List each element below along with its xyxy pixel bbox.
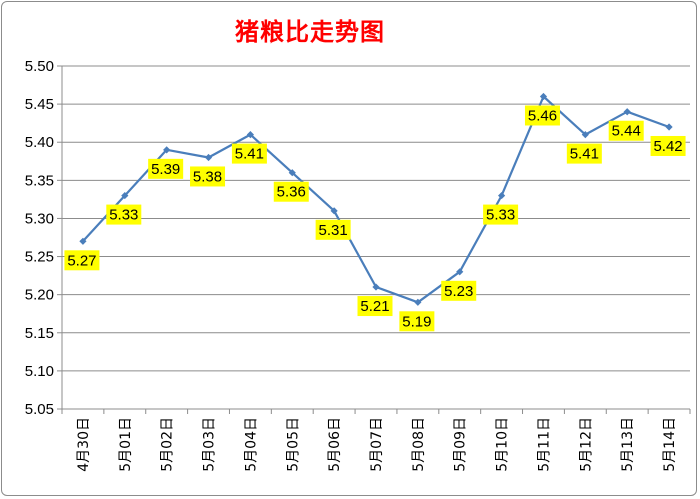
- data-label: 5.33: [109, 207, 138, 224]
- chart-title: 猪粮比走势图: [235, 18, 385, 46]
- x-tick-label: 5月09日: [453, 417, 469, 472]
- x-tick-label: 5月01日: [118, 417, 134, 472]
- x-tick-label: 5月06日: [327, 417, 343, 472]
- data-label: 5.41: [235, 146, 264, 163]
- data-point: [498, 191, 506, 200]
- x-tick-label: 5月12日: [578, 417, 594, 472]
- data-point: [121, 191, 129, 200]
- x-tick-label: 5月14日: [662, 417, 678, 472]
- data-label-box: [441, 280, 477, 301]
- data-point: [665, 123, 673, 131]
- data-point: [330, 207, 338, 215]
- y-tick-label: 5.35: [25, 172, 54, 189]
- data-label: 5.19: [402, 313, 431, 330]
- data-label-box: [399, 311, 435, 332]
- y-axis-ticks: 5.50 5.45 5.40 5.35 5.30 5.25 5.20 5.15 5.10 5.05: [25, 58, 54, 418]
- data-label: 5.38: [193, 168, 222, 185]
- y-tick-label: 5.50: [25, 58, 54, 75]
- data-label-box: [273, 181, 309, 202]
- axes: [57, 65, 691, 414]
- data-label-box: [190, 166, 226, 187]
- x-tick-label: 5月05日: [285, 417, 301, 472]
- data-label: 5.31: [319, 222, 348, 239]
- y-tick-label: 5.05: [25, 401, 54, 418]
- data-label: 5.39: [151, 161, 180, 178]
- series-line-path: [82, 95, 670, 304]
- data-label-box: [608, 120, 644, 141]
- x-tick-label: 4月30日: [76, 417, 92, 472]
- data-label-box: [231, 143, 267, 164]
- data-label: 5.27: [67, 252, 96, 269]
- x-tick-label: 5月02日: [160, 417, 176, 472]
- data-label: 5.41: [570, 146, 599, 163]
- data-label-box: [315, 219, 351, 240]
- data-point: [581, 131, 589, 139]
- data-label-box: [64, 250, 100, 271]
- x-tick-label: 5月11日: [536, 417, 552, 472]
- data-point: [623, 108, 631, 116]
- y-tick-label: 5.20: [25, 287, 54, 304]
- data-label: 5.21: [360, 298, 389, 315]
- y-tick-label: 5.10: [25, 363, 54, 380]
- x-tick-label: 5月04日: [243, 417, 259, 472]
- data-label-box: [566, 143, 602, 164]
- data-point: [163, 146, 171, 154]
- data-point: [204, 153, 213, 162]
- data-label: 5.23: [444, 283, 473, 300]
- data-label-box: [357, 296, 393, 317]
- gridlines: [62, 65, 690, 372]
- data-label: 5.33: [486, 207, 515, 224]
- data-point: [456, 268, 464, 276]
- x-tick-label: 5月08日: [411, 417, 427, 472]
- x-tick-label: 5月07日: [369, 417, 385, 472]
- y-tick-label: 5.25: [25, 249, 54, 266]
- data-label: 5.36: [277, 184, 306, 201]
- y-tick-label: 5.15: [25, 325, 54, 342]
- data-point: [539, 92, 548, 101]
- data-label: 5.44: [612, 123, 641, 140]
- data-point: [79, 237, 87, 245]
- data-label: 5.42: [653, 138, 682, 155]
- data-label-box: [524, 105, 560, 126]
- y-tick-label: 5.40: [25, 134, 54, 151]
- x-axis-ticks: 4月30日 5月01日 5月02日 5月03日 5月04日 5月05日 5月06日 5月07日…: [76, 417, 678, 472]
- data-label-box: [106, 204, 142, 225]
- data-labels: 5.27 5.33 5.39 5.38 5.41 5.36 5.31 5.21 5.19 5.23…: [64, 105, 686, 332]
- data-point: [246, 131, 254, 139]
- data-label-box: [483, 204, 519, 225]
- y-tick-label: 5.30: [25, 210, 54, 227]
- x-tick-label: 5月13日: [620, 417, 636, 472]
- x-tick-label: 5月10日: [495, 417, 511, 472]
- x-tick-label: 5月03日: [202, 417, 218, 472]
- data-point: [288, 169, 296, 177]
- data-label: 5.46: [528, 107, 557, 124]
- data-point: [372, 283, 380, 291]
- data-label-box: [650, 135, 686, 156]
- data-label-box: [148, 158, 184, 179]
- data-point: [414, 298, 422, 306]
- series-line: [79, 92, 673, 306]
- y-tick-label: 5.45: [25, 96, 54, 113]
